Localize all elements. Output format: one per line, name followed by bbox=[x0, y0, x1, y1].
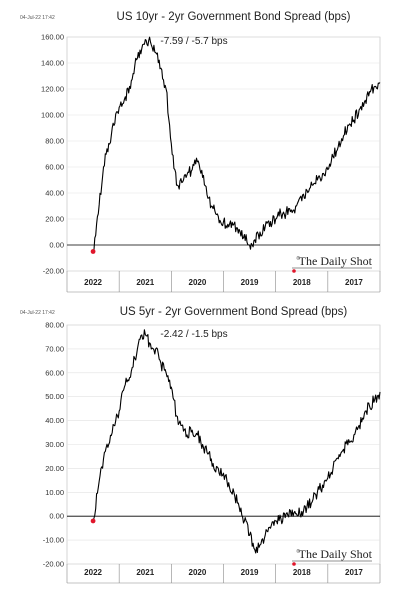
chart0-ytick-label: 0.00 bbox=[49, 241, 64, 250]
chart0-ytick-label: 20.00 bbox=[45, 215, 64, 224]
chart0-brand-logo: The Daily Shot bbox=[299, 254, 373, 268]
chart1-title: US 5yr - 2yr Government Bond Spread (bps… bbox=[120, 306, 348, 318]
chart0-xtick-label: 2019 bbox=[241, 278, 259, 287]
chart1-xtick-label: 2017 bbox=[345, 568, 363, 577]
chart0-title: US 10yr - 2yr Government Bond Spread (bp… bbox=[117, 11, 351, 23]
chart1-ytick-label: -20.00 bbox=[43, 560, 64, 569]
chart0-xtick-label: 2021 bbox=[136, 278, 154, 287]
chart0-ytick-label: 140.00 bbox=[41, 59, 64, 68]
chart0-brand-dot bbox=[292, 269, 296, 273]
chart1-ytick-label: 40.00 bbox=[45, 416, 64, 425]
chart0-xtick-label: 2022 bbox=[84, 278, 102, 287]
chart0-ytick-label: 60.00 bbox=[45, 163, 64, 172]
chart0-ytick-label: 120.00 bbox=[41, 85, 64, 94]
chart0-ytick-label: 40.00 bbox=[45, 189, 64, 198]
chart1-series-line bbox=[92, 329, 381, 554]
chart0-ytick-label: 80.00 bbox=[45, 137, 64, 146]
chart0-xtick-label: 2017 bbox=[345, 278, 363, 287]
chart0-xtick-label: 2018 bbox=[293, 278, 311, 287]
chart-panel-5y2y: US 5yr - 2yr Government Bond Spread (bps… bbox=[0, 300, 419, 605]
chart0-series-line bbox=[92, 36, 381, 252]
chart0-brand-mark: ® bbox=[296, 255, 300, 262]
chart0-plot-frame bbox=[66, 36, 381, 272]
chart1-xtick-label: 2019 bbox=[241, 568, 259, 577]
chart1-brand-dot bbox=[292, 562, 296, 566]
chart1-ytick-label: 0.00 bbox=[49, 512, 64, 521]
chart1-ytick-label: 50.00 bbox=[45, 392, 64, 401]
chart1-ytick-label: 80.00 bbox=[45, 321, 64, 330]
chart1-ytick-label: 20.00 bbox=[45, 464, 64, 473]
chart1-annotation: -2.42 / -1.5 bps bbox=[160, 329, 227, 340]
chart-5y2y: US 5yr - 2yr Government Bond Spread (bps… bbox=[20, 306, 381, 584]
chart1-ytick-label: 60.00 bbox=[45, 368, 64, 377]
chart1-xtick-label: 2021 bbox=[136, 568, 154, 577]
chart1-brand-mark: ® bbox=[296, 548, 300, 555]
chart0-annotation: -7.59 / -5.7 bps bbox=[160, 36, 227, 47]
chart1-timestamp: 04-Jul-22 17:42 bbox=[20, 310, 55, 316]
chart0-ytick-label: -20.00 bbox=[43, 267, 64, 276]
chart1-ytick-label: 10.00 bbox=[45, 488, 64, 497]
chart1-brand-logo: The Daily Shot bbox=[299, 547, 373, 561]
chart0-ytick-label: 160.00 bbox=[41, 33, 64, 42]
chart1-xtick-label: 2020 bbox=[189, 568, 207, 577]
chart0-timestamp: 04-Jul-22 17:42 bbox=[20, 15, 55, 21]
chart0-xtick-label: 2020 bbox=[189, 278, 207, 287]
chart0-endpoint-marker bbox=[90, 249, 96, 254]
chart1-ytick-label: 30.00 bbox=[45, 440, 64, 449]
chart1-xtick-label: 2022 bbox=[84, 568, 102, 577]
chart1-ytick-label: -10.00 bbox=[43, 536, 64, 545]
chart1-ytick-label: 70.00 bbox=[45, 344, 64, 353]
chart1-endpoint-marker bbox=[90, 518, 96, 524]
chart-panel-10y2y: US 10yr - 2yr Government Bond Spread (bp… bbox=[0, 0, 419, 300]
chart-10y2y: US 10yr - 2yr Government Bond Spread (bp… bbox=[20, 11, 381, 293]
chart0-ytick-label: 100.00 bbox=[41, 111, 64, 120]
chart1-xtick-label: 2018 bbox=[293, 568, 311, 577]
